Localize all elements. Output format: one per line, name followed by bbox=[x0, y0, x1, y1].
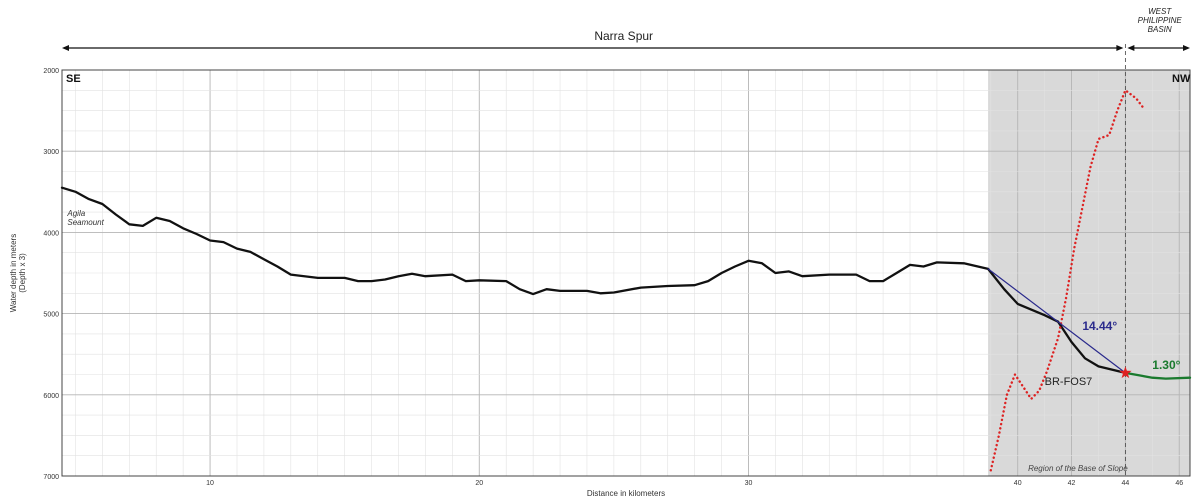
series-line-4 bbox=[987, 268, 1126, 374]
x-tick-label: 20 bbox=[475, 480, 483, 487]
shaded-region-label: Region of the Base of Slope bbox=[1028, 464, 1128, 473]
y-tick-label: 5000 bbox=[43, 312, 59, 319]
region-arrow-head-right bbox=[1183, 45, 1190, 51]
series-line-1 bbox=[60, 186, 1127, 375]
x-tick-label: 40 bbox=[1014, 480, 1022, 487]
region-label-line: PHILIPPINE bbox=[1138, 16, 1183, 25]
direction-right-label: NW bbox=[1172, 73, 1191, 85]
direction-left-label: SE bbox=[66, 73, 81, 85]
x-tick-label: 44 bbox=[1121, 480, 1129, 487]
x-tick-label: 46 bbox=[1175, 480, 1183, 487]
grid bbox=[62, 69, 1190, 477]
y-tick-label: 4000 bbox=[43, 230, 59, 237]
tick-labels: 10 20 30 40 42 44 46 2000 3000 4000 5000 6000 7000 bbox=[43, 68, 1183, 487]
region-arrow-head-right bbox=[1116, 45, 1124, 51]
x-axis-title: Distance in kilometers bbox=[587, 489, 665, 498]
y-axis-subtitle: (Depth x 3) bbox=[18, 253, 27, 293]
series-line-3 bbox=[989, 89, 1146, 472]
y-tick-label: 7000 bbox=[43, 474, 59, 481]
x-tick-label: 42 bbox=[1068, 480, 1076, 487]
station-marker bbox=[1119, 366, 1132, 379]
y-tick-label: 6000 bbox=[43, 393, 59, 400]
y-axis-title-group: Water depth in meters (Depth x 3) bbox=[9, 234, 27, 312]
region-label-line: WEST bbox=[1148, 7, 1172, 16]
x-tick-label: 10 bbox=[206, 480, 214, 487]
region-label: Narra Spur bbox=[594, 29, 653, 43]
annotation-label: Agila bbox=[66, 209, 85, 218]
y-tick-label: 2000 bbox=[43, 68, 59, 75]
series-group bbox=[60, 89, 1192, 472]
annotation-label: BR-FOS7 bbox=[1045, 376, 1093, 388]
plot-frame bbox=[61, 69, 1191, 477]
region-arrow-head-left bbox=[62, 45, 69, 51]
annotation-label-line2: Seamount bbox=[67, 218, 104, 227]
annotation-label: 14.44° bbox=[1082, 319, 1117, 333]
region-label-line: BASIN bbox=[1148, 25, 1172, 34]
y-tick-label: 3000 bbox=[43, 149, 59, 156]
y-axis-title: Water depth in meters bbox=[9, 234, 18, 312]
x-tick-label: 30 bbox=[745, 480, 753, 487]
annotation-label: 1.30° bbox=[1152, 358, 1180, 372]
series-line-2 bbox=[1124, 371, 1192, 380]
region-arrow-head-left bbox=[1127, 45, 1135, 51]
